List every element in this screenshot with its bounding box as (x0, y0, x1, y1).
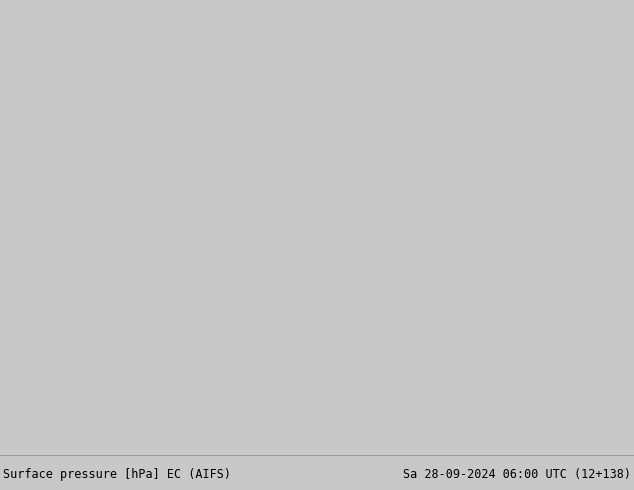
Text: Surface pressure [hPa] EC (AIFS): Surface pressure [hPa] EC (AIFS) (3, 467, 231, 481)
Text: Sa 28-09-2024 06:00 UTC (12+138): Sa 28-09-2024 06:00 UTC (12+138) (403, 467, 631, 481)
